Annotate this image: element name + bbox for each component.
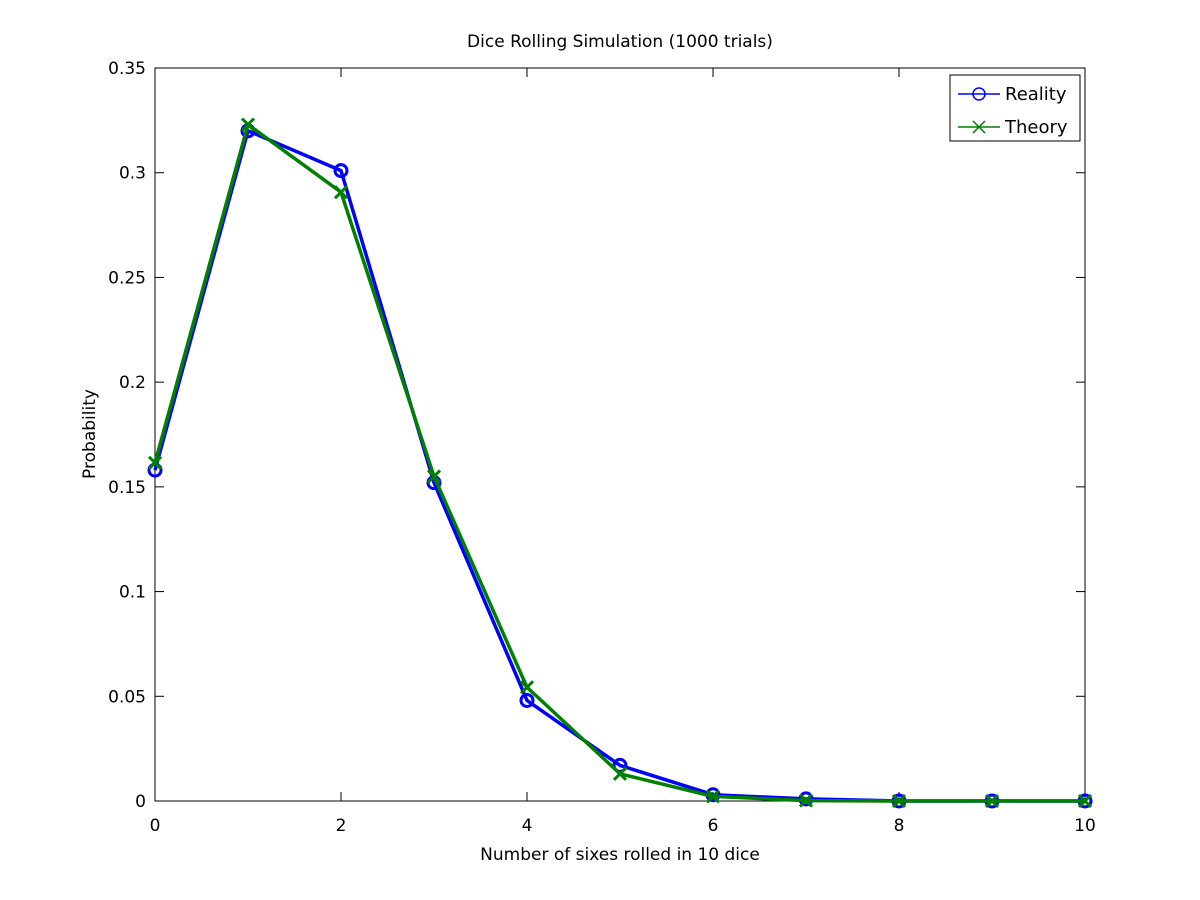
x-tick-label: 4 bbox=[522, 816, 533, 836]
x-tick-label: 8 bbox=[894, 816, 905, 836]
legend-marker-x-icon bbox=[972, 120, 986, 134]
data-point-reality bbox=[333, 163, 349, 179]
legend-box bbox=[949, 74, 1081, 142]
y-tick-labels: 0 0.05 0.1 0.15 0.2 0.25 0.3 0.35 bbox=[108, 59, 146, 812]
series-line-theory bbox=[153, 122, 1085, 803]
y-tick-label: 0.25 bbox=[108, 268, 146, 288]
x-tick-labels: 0 2 4 6 8 10 bbox=[150, 816, 1096, 836]
legend-item-reality: Reality bbox=[958, 84, 1067, 105]
y-tick-label: 0.3 bbox=[119, 164, 146, 184]
x-axis-title: Number of sixes rolled in 10 dice bbox=[480, 845, 760, 865]
legend-item-theory: Theory bbox=[958, 117, 1068, 138]
axis-ticks bbox=[154, 67, 1086, 802]
series-line-reality bbox=[153, 129, 1085, 803]
data-point-theory bbox=[891, 793, 907, 809]
data-point-theory bbox=[240, 117, 256, 132]
chart-title: Dice Rolling Simulation (1000 trials) bbox=[467, 32, 773, 52]
x-tick-label: 10 bbox=[1074, 816, 1096, 836]
y-tick-label: 0 bbox=[135, 792, 146, 812]
y-tick-label: 0.2 bbox=[119, 373, 146, 393]
legend-marker-circle-icon bbox=[972, 87, 986, 101]
legend-label: Theory bbox=[1004, 117, 1068, 138]
series-reality bbox=[147, 123, 1093, 809]
y-axis-title: Probability bbox=[80, 389, 100, 479]
data-point-theory bbox=[705, 789, 721, 804]
series-theory bbox=[147, 117, 1093, 809]
series-layer bbox=[147, 117, 1093, 809]
y-tick-label: 0.15 bbox=[108, 478, 146, 498]
data-point-theory bbox=[147, 455, 163, 470]
x-tick-label: 6 bbox=[708, 816, 719, 836]
data-point-theory bbox=[333, 185, 349, 200]
data-point-theory bbox=[798, 793, 814, 808]
data-point-theory bbox=[519, 680, 535, 695]
data-point-theory bbox=[1077, 793, 1093, 809]
data-point-reality bbox=[519, 692, 535, 708]
legend-label: Reality bbox=[1005, 84, 1067, 105]
plot-area-frame bbox=[154, 67, 1086, 802]
data-point-theory bbox=[426, 469, 442, 484]
x-tick-label: 0 bbox=[150, 816, 161, 836]
legend: Reality Theory bbox=[949, 74, 1081, 142]
data-point-theory bbox=[984, 793, 1000, 809]
x-tick-label: 2 bbox=[336, 816, 347, 836]
y-tick-label: 0.05 bbox=[108, 687, 146, 707]
data-point-theory bbox=[612, 766, 628, 781]
y-tick-label: 0.1 bbox=[119, 583, 146, 603]
y-tick-label: 0.35 bbox=[108, 59, 146, 79]
